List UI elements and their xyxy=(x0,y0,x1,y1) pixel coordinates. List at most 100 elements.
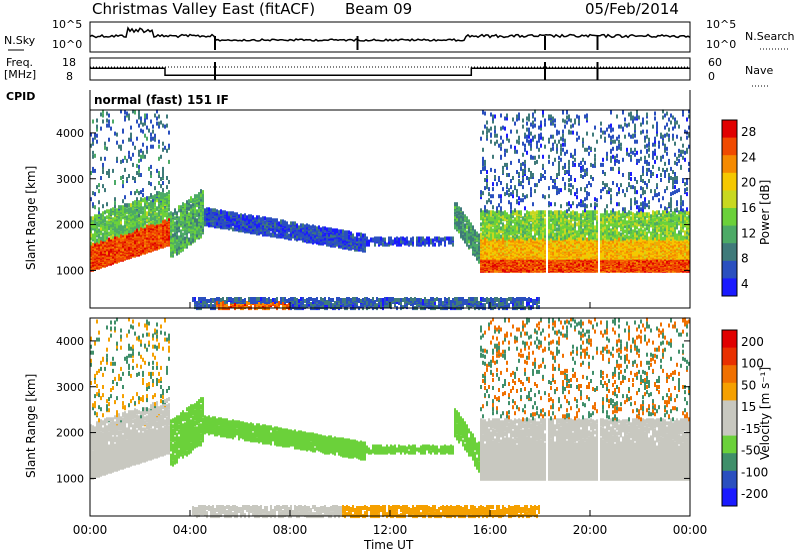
data-cell xyxy=(106,220,108,225)
data-cell xyxy=(370,299,372,303)
data-cell xyxy=(246,215,248,220)
data-cell xyxy=(260,217,262,222)
data-cell xyxy=(176,223,178,228)
data-cell xyxy=(488,236,490,241)
data-cell xyxy=(458,222,460,227)
data-cell xyxy=(160,218,162,223)
data-cell xyxy=(140,157,142,162)
data-cell xyxy=(254,217,256,222)
data-cell xyxy=(152,136,154,141)
data-cell xyxy=(208,207,210,212)
data-cell xyxy=(234,297,236,301)
noise-ytick-right-top: 10^5 xyxy=(706,18,736,31)
data-cell xyxy=(306,304,308,309)
data-cell xyxy=(460,225,462,230)
data-cell xyxy=(116,132,118,137)
data-cell xyxy=(418,298,420,302)
data-cell xyxy=(330,233,332,238)
data-cell xyxy=(120,176,122,180)
data-cell xyxy=(238,224,240,229)
data-cell xyxy=(92,242,94,247)
data-cell xyxy=(188,212,190,217)
data-cell xyxy=(494,141,496,146)
data-cell xyxy=(152,144,154,149)
data-cell xyxy=(170,228,172,233)
data-cell xyxy=(120,233,122,238)
data-cell xyxy=(170,214,172,219)
data-cell xyxy=(230,304,232,309)
data-cell xyxy=(308,232,310,237)
data-cell xyxy=(490,194,492,199)
data-cell xyxy=(324,236,326,241)
data-cell xyxy=(142,188,144,193)
data-cell xyxy=(122,139,124,144)
data-cell xyxy=(126,203,128,208)
data-cell xyxy=(226,225,228,230)
data-cell xyxy=(464,231,466,236)
data-cell xyxy=(486,120,488,125)
data-cell xyxy=(402,236,404,241)
data-cell xyxy=(214,298,216,302)
data-cell xyxy=(236,305,238,310)
data-cell xyxy=(332,298,334,302)
data-cell xyxy=(154,203,156,208)
data-cell xyxy=(140,128,142,133)
data-cell xyxy=(132,219,134,224)
data-cell xyxy=(436,305,438,310)
data-cell xyxy=(496,297,498,301)
data-cell xyxy=(148,166,150,171)
data-cell xyxy=(292,221,294,226)
data-cell xyxy=(134,220,136,225)
data-cell xyxy=(146,149,148,154)
data-cell xyxy=(492,231,494,236)
data-cell xyxy=(440,241,442,246)
data-cell xyxy=(146,113,148,118)
data-cell xyxy=(136,136,138,141)
data-cell xyxy=(332,243,334,248)
data-cell xyxy=(122,175,124,179)
data-cell xyxy=(376,236,378,241)
data-cell xyxy=(468,244,470,249)
data-cell xyxy=(400,303,402,308)
data-cell xyxy=(156,191,158,196)
noise-panel: N.Sky 10^5 10^0 10^5 10^0 N.Search xyxy=(4,18,795,53)
data-cell xyxy=(120,159,122,164)
data-cell xyxy=(488,192,490,197)
data-cell xyxy=(466,303,468,308)
data-cell xyxy=(122,180,124,184)
data-cell xyxy=(92,202,94,207)
data-cell xyxy=(484,124,486,129)
data-cell xyxy=(196,218,198,223)
data-cell xyxy=(152,124,154,129)
data-cell xyxy=(152,216,154,221)
data-cell xyxy=(494,233,496,238)
data-cell xyxy=(480,195,482,200)
data-cell xyxy=(150,132,152,137)
data-cell xyxy=(132,152,134,157)
data-cell xyxy=(410,297,412,301)
data-cell xyxy=(432,297,434,301)
data-cell xyxy=(100,112,102,117)
data-cell xyxy=(102,232,104,237)
data-cell xyxy=(412,303,414,308)
data-cell xyxy=(328,302,330,306)
data-cell xyxy=(494,297,496,301)
data-cell xyxy=(194,194,196,199)
data-cell xyxy=(118,205,120,210)
noise-ytick-left-top: 10^5 xyxy=(52,18,82,31)
data-cell xyxy=(102,215,104,220)
data-cell xyxy=(362,298,364,302)
data-cell xyxy=(270,232,272,237)
data-cell xyxy=(106,232,108,237)
freq-ytick-top: 18 xyxy=(62,56,76,69)
data-cell xyxy=(98,207,100,212)
data-cell xyxy=(370,304,372,309)
data-cell xyxy=(148,208,150,213)
data-cell xyxy=(200,193,202,198)
data-cell xyxy=(454,220,456,225)
data-cell xyxy=(92,119,94,124)
data-cell xyxy=(124,220,126,225)
data-cell xyxy=(122,128,124,133)
data-cell xyxy=(284,232,286,237)
data-cell xyxy=(298,299,300,303)
